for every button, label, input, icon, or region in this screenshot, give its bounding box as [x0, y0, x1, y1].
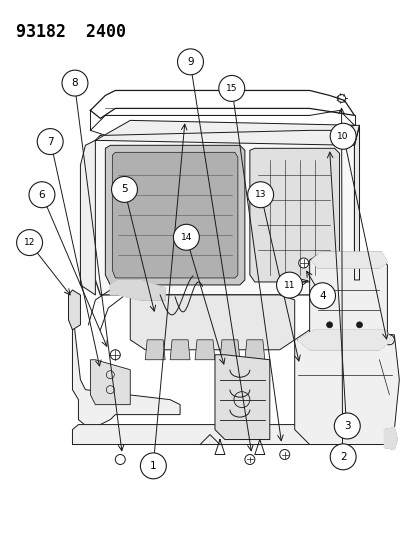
Circle shape [279, 449, 289, 459]
Circle shape [326, 322, 332, 328]
Circle shape [298, 258, 308, 268]
Circle shape [330, 444, 355, 470]
Polygon shape [214, 355, 269, 440]
Circle shape [29, 182, 55, 208]
Text: 5: 5 [121, 184, 128, 195]
Polygon shape [145, 340, 165, 360]
Text: 1: 1 [150, 461, 156, 471]
Polygon shape [130, 295, 294, 350]
Circle shape [330, 123, 355, 149]
Text: 3: 3 [343, 421, 350, 431]
Polygon shape [170, 340, 190, 360]
Polygon shape [95, 135, 354, 295]
Circle shape [62, 70, 88, 96]
Text: 14: 14 [180, 233, 192, 242]
Polygon shape [354, 125, 358, 280]
Polygon shape [311, 252, 387, 268]
Text: 13: 13 [254, 190, 266, 199]
Polygon shape [249, 148, 339, 282]
Polygon shape [105, 146, 244, 285]
Text: 8: 8 [71, 78, 78, 88]
Circle shape [356, 322, 362, 328]
Circle shape [384, 335, 394, 345]
Polygon shape [110, 280, 165, 300]
Circle shape [111, 176, 137, 203]
Circle shape [247, 182, 273, 208]
Text: 15: 15 [225, 84, 237, 93]
Text: 11: 11 [283, 280, 294, 289]
Text: 7: 7 [47, 136, 53, 147]
Circle shape [334, 413, 359, 439]
Text: 4: 4 [318, 290, 325, 301]
Circle shape [244, 455, 254, 464]
Polygon shape [90, 360, 130, 405]
Circle shape [115, 455, 125, 464]
Polygon shape [195, 340, 214, 360]
Polygon shape [72, 425, 354, 445]
Polygon shape [297, 330, 392, 350]
Circle shape [276, 272, 302, 298]
Text: 93182  2400: 93182 2400 [16, 22, 125, 41]
Circle shape [37, 128, 63, 155]
Circle shape [218, 76, 244, 101]
Polygon shape [80, 140, 95, 295]
Circle shape [110, 350, 120, 360]
Circle shape [17, 230, 43, 255]
Circle shape [173, 224, 199, 250]
Polygon shape [309, 255, 387, 345]
Polygon shape [72, 310, 180, 430]
Text: 12: 12 [24, 238, 35, 247]
Polygon shape [112, 152, 237, 278]
Text: 6: 6 [38, 190, 45, 200]
Text: 9: 9 [187, 57, 193, 67]
Circle shape [140, 453, 166, 479]
Polygon shape [219, 340, 239, 360]
Polygon shape [68, 290, 80, 330]
Polygon shape [95, 120, 358, 146]
Text: 2: 2 [339, 452, 346, 462]
Polygon shape [244, 340, 264, 360]
Circle shape [177, 49, 203, 75]
Text: 10: 10 [337, 132, 348, 141]
Polygon shape [384, 427, 396, 449]
Polygon shape [294, 330, 399, 445]
Circle shape [309, 283, 335, 309]
